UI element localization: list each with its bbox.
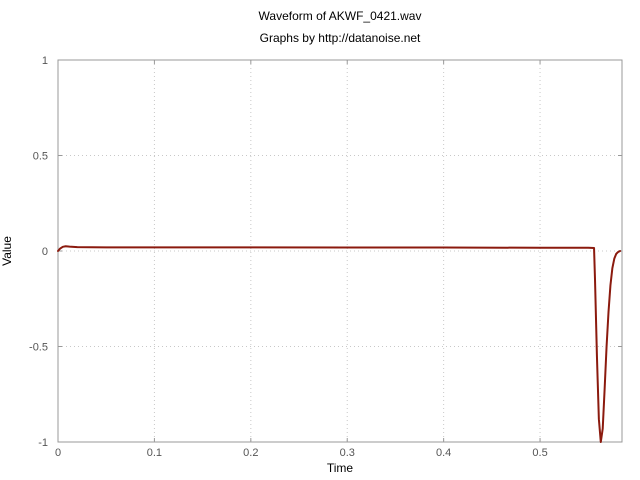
x-tick-label: 0.3: [340, 447, 355, 459]
x-tick-label: 0.5: [532, 447, 547, 459]
x-axis-label: Time: [327, 461, 354, 475]
y-tick-label: 0: [42, 246, 48, 258]
x-tick-label: 0.4: [436, 447, 451, 459]
waveform-series-line: [57, 245, 622, 443]
axis-ticks: [57, 59, 622, 443]
grid-lines: [57, 59, 622, 443]
y-tick-labels: 1 0.5 0 -0.5 -1: [29, 55, 48, 449]
x-tick-label: 0.1: [147, 447, 162, 459]
y-axis-label: Value: [0, 236, 14, 266]
x-tick-label: 0.2: [243, 447, 258, 459]
y-tick-label: -0.5: [29, 342, 48, 354]
y-tick-label: 1: [42, 55, 48, 67]
chart-subtitle: Graphs by http://datanoise.net: [260, 31, 421, 45]
chart-title: Waveform of AKWF_0421.wav: [259, 9, 422, 23]
x-tick-labels: 0 0.1 0.2 0.3 0.4 0.5: [55, 447, 548, 459]
x-tick-label: 0: [55, 447, 61, 459]
y-tick-label: 0.5: [33, 151, 48, 163]
y-tick-label: -1: [38, 437, 48, 449]
series-layer: [57, 245, 622, 443]
